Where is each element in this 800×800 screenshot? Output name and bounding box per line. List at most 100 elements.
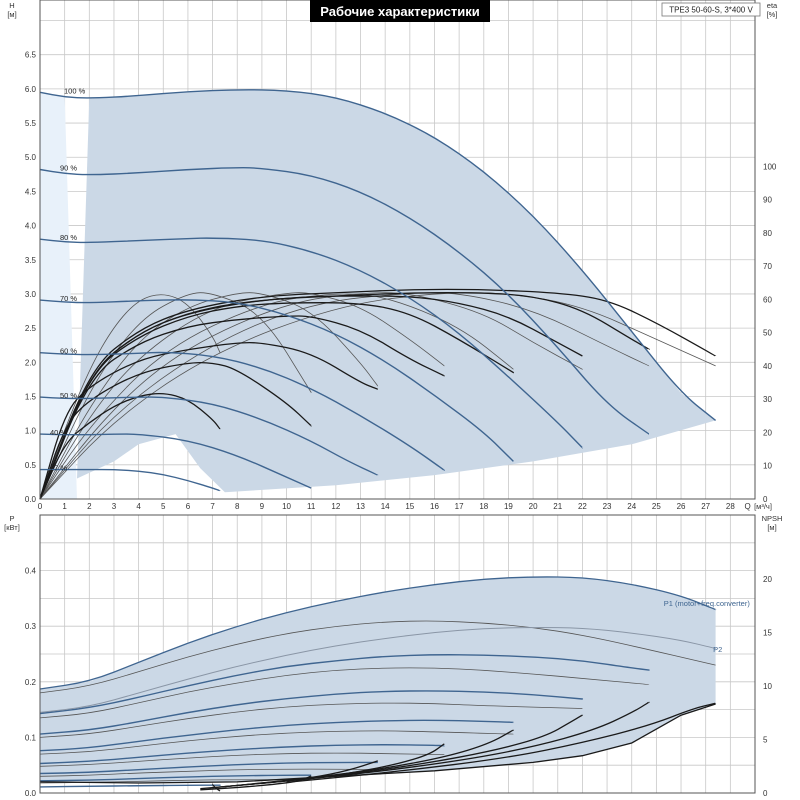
npsh-axis-label: NPSH xyxy=(762,514,783,523)
y-tick-label: 6.0 xyxy=(25,85,37,94)
eta-tick-label: 90 xyxy=(763,196,772,205)
power-axes: 0.0 0.1 0.2 0.3 0.4 0 5 10 15 20 P[кВт] NPSH[м] xyxy=(4,514,782,798)
eta-tick-label: 60 xyxy=(763,295,772,304)
x-tick-label: 20 xyxy=(529,502,538,511)
x-tick-label: 18 xyxy=(479,502,488,511)
speed-curve-label: 70 % xyxy=(60,294,77,303)
x-tick-label: 26 xyxy=(677,502,686,511)
y-tick-label: 2.5 xyxy=(25,324,37,333)
power-frame xyxy=(39,514,756,794)
y-tick-label: 4.5 xyxy=(25,187,37,196)
head-frame xyxy=(39,0,756,500)
power-axis-unit: [кВт] xyxy=(4,523,20,532)
eta-tick-label: 20 xyxy=(763,428,772,437)
power-curve-thin xyxy=(39,702,583,738)
efficiency-curve-thin xyxy=(39,292,716,500)
x-tick-label: 22 xyxy=(578,502,587,511)
power-tick-label: 0.2 xyxy=(25,678,37,687)
speed-curve-label: 40 % xyxy=(50,428,67,437)
npsh-tick-label: 20 xyxy=(763,575,772,584)
model-label-box xyxy=(661,2,761,17)
efficiency-curve-thin xyxy=(39,292,379,500)
x-tick-label: 9 xyxy=(260,502,265,511)
x-tick-label: 6 xyxy=(186,502,191,511)
speed-curve-label: 100 % xyxy=(64,86,86,95)
x-tick-label: 19 xyxy=(504,502,513,511)
speed-curve xyxy=(39,468,221,492)
y-axis-unit: [м] xyxy=(7,10,16,19)
power-tick-label: 0.0 xyxy=(25,789,37,798)
speed-curve-label: 50 % xyxy=(60,391,77,400)
speed-curve-label: 90 % xyxy=(60,164,77,173)
y-tick-label: 3.5 xyxy=(25,256,37,265)
p2-legend-label: P2 xyxy=(713,645,722,654)
speed-curve-label: 27 % xyxy=(50,464,67,473)
p2-curve xyxy=(39,627,717,713)
speed-curve xyxy=(39,299,514,462)
npsh-tick-label: 0 xyxy=(763,789,768,798)
x-tick-label: 15 xyxy=(405,502,414,511)
efficiency-curve xyxy=(39,341,379,500)
y-tick-label: 6.5 xyxy=(25,51,37,60)
y-tick-label: 3.0 xyxy=(25,290,37,299)
efficiency-curve xyxy=(39,361,312,500)
npsh-axis-unit: [м] xyxy=(767,523,776,532)
x-tick-label: 21 xyxy=(553,502,562,511)
x-axis-unit: [м³/ч] xyxy=(754,502,772,511)
power-curve xyxy=(39,784,221,788)
x-tick-label: 14 xyxy=(381,502,390,511)
speed-curve-label: 60 % xyxy=(60,347,77,356)
speed-curve xyxy=(39,351,446,471)
power-curve xyxy=(39,690,584,735)
x-tick-label: 23 xyxy=(603,502,612,511)
efficiency-curve xyxy=(39,315,445,500)
power-tick-label: 0.3 xyxy=(25,622,37,631)
x-axis-label: Q xyxy=(744,502,750,511)
speed-curve xyxy=(39,89,717,421)
y-tick-label: 5.5 xyxy=(25,119,37,128)
power-curve xyxy=(39,761,378,775)
x-tick-label: 25 xyxy=(652,502,661,511)
power-axis-label: P xyxy=(9,514,14,523)
x-tick-label: 13 xyxy=(356,502,365,511)
x-tick-label: 4 xyxy=(136,502,141,511)
eta-tick-label: 80 xyxy=(763,229,772,238)
speed-curve-label: 80 % xyxy=(60,233,77,242)
title-background xyxy=(310,0,490,22)
x-tick-label: 0 xyxy=(38,502,43,511)
efficiency-curve-thin xyxy=(39,292,583,500)
chart-title: Рабочие характеристики xyxy=(320,4,480,19)
eta-tick-label: 100 xyxy=(763,162,777,171)
eta-tick-label: 10 xyxy=(763,462,772,471)
efficiency-curve xyxy=(39,288,717,500)
speed-curve xyxy=(39,396,379,476)
x-tick-label: 7 xyxy=(210,502,215,511)
y-tick-label: 1.5 xyxy=(25,392,37,401)
head-axes: 0.0 0.5 1.0 1.5 2.0 2.5 3.0 3.5 4.0 4.5 5.0 5.5 6.0 6… xyxy=(7,0,778,511)
y-tick-label: 4.0 xyxy=(25,222,37,231)
x-tick-label: 28 xyxy=(726,502,735,511)
x-tick-label: 12 xyxy=(331,502,340,511)
power-curve-thin xyxy=(39,667,650,719)
power-curve-thin xyxy=(39,730,514,755)
x-tick-label: 8 xyxy=(235,502,240,511)
efficiency-curve-thin xyxy=(39,292,312,500)
y-tick-label: 0.5 xyxy=(25,461,37,470)
x-tick-label: 27 xyxy=(701,502,710,511)
power-operating-area-fill xyxy=(40,576,716,783)
power-curve xyxy=(39,744,445,765)
x-tick-label: 2 xyxy=(87,502,92,511)
speed-curve xyxy=(39,167,650,435)
efficiency-curve xyxy=(39,292,650,500)
power-curve-thin xyxy=(39,752,445,767)
y-tick-label: 2.0 xyxy=(25,358,37,367)
x-tick-label: 3 xyxy=(112,502,117,511)
eta-tick-label: 70 xyxy=(763,262,772,271)
npsh-tick-label: 10 xyxy=(763,682,772,691)
eta-tick-label: 0 xyxy=(763,495,768,504)
power-curve-thin xyxy=(39,768,379,777)
y-axis-label: H xyxy=(9,1,14,10)
power-curve xyxy=(39,654,650,715)
eta-axis-unit: [%] xyxy=(767,10,778,19)
eta-tick-label: 40 xyxy=(763,362,772,371)
